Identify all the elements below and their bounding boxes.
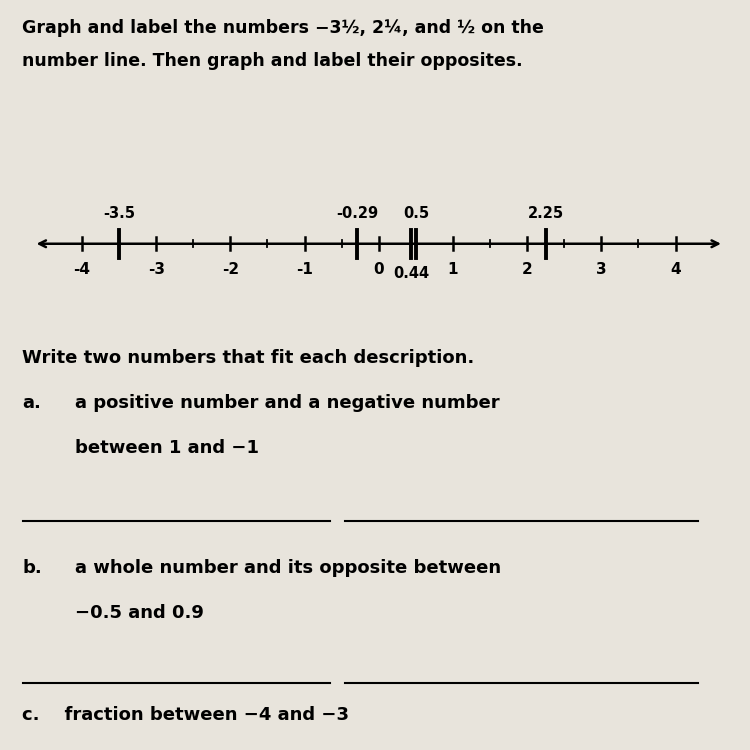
Text: 1: 1	[448, 262, 458, 277]
Text: -3: -3	[148, 262, 165, 277]
Text: 0.5: 0.5	[403, 206, 429, 221]
Text: Graph and label the numbers −3½, 2¼, and ½ on the: Graph and label the numbers −3½, 2¼, and…	[22, 19, 544, 37]
Text: -4: -4	[74, 262, 91, 277]
Text: 3: 3	[596, 262, 607, 277]
Text: −0.5 and 0.9: −0.5 and 0.9	[75, 604, 204, 622]
Text: number line. Then graph and label their opposites.: number line. Then graph and label their …	[22, 53, 524, 70]
Text: a positive number and a negative number: a positive number and a negative number	[75, 394, 500, 412]
Text: 4: 4	[670, 262, 681, 277]
Text: Write two numbers that fit each description.: Write two numbers that fit each descript…	[22, 349, 475, 367]
Text: -2: -2	[222, 262, 239, 277]
Text: -1: -1	[296, 262, 313, 277]
Text: -3.5: -3.5	[103, 206, 135, 221]
Text: between 1 and −1: between 1 and −1	[75, 439, 259, 457]
Text: 0.44: 0.44	[393, 266, 430, 281]
Text: c.    fraction between −4 and −3: c. fraction between −4 and −3	[22, 706, 350, 724]
Text: -0.29: -0.29	[336, 206, 378, 221]
Text: a.: a.	[22, 394, 41, 412]
Text: a whole number and its opposite between: a whole number and its opposite between	[75, 559, 501, 577]
Text: b.: b.	[22, 559, 42, 577]
Text: 2: 2	[522, 262, 532, 277]
Text: 2.25: 2.25	[528, 206, 564, 221]
Text: 0: 0	[374, 262, 384, 277]
